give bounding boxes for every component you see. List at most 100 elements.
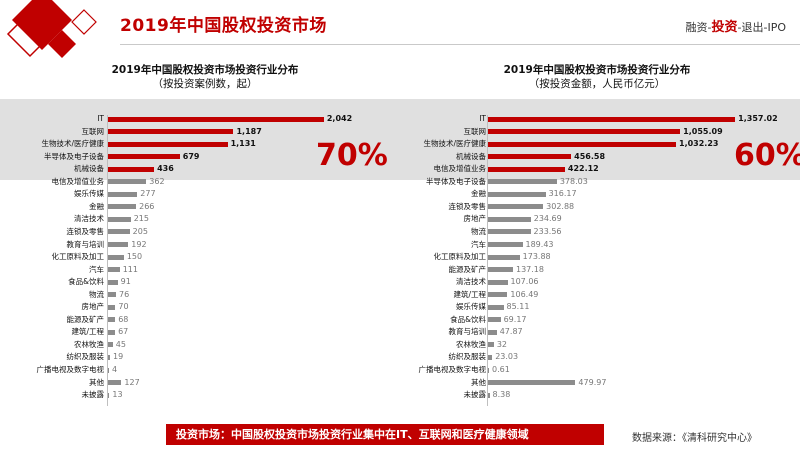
right-category-label: 金融 xyxy=(471,189,486,199)
right-value-label: 234.69 xyxy=(533,214,562,224)
left-category-label: 汽车 xyxy=(89,264,104,274)
nav-before: 融资- xyxy=(685,21,712,34)
left-value-label: 436 xyxy=(157,164,174,174)
left-value-label: 13 xyxy=(112,390,123,400)
right-chart-axis-line xyxy=(487,115,488,406)
right-chart-title: 2019年中国股权投资市场投资行业分布 xyxy=(503,64,691,76)
right-value-label: 1,357.02 xyxy=(738,114,778,123)
right-category-label: 能源及矿产 xyxy=(448,264,487,274)
right-bar xyxy=(488,116,736,122)
right-bar xyxy=(488,329,497,335)
right-category-label: 机械设备 xyxy=(456,151,486,161)
left-bar xyxy=(108,229,130,235)
right-bar xyxy=(488,304,504,310)
left-bar xyxy=(108,354,110,360)
right-bar xyxy=(488,367,489,373)
left-category-label: 清洁技术 xyxy=(74,214,104,224)
left-bar xyxy=(108,392,110,398)
left-value-label: 111 xyxy=(122,264,138,274)
left-bar xyxy=(108,141,228,147)
left-category-label: 连锁及零售 xyxy=(66,226,105,236)
right-bar xyxy=(488,267,513,273)
right-category-label: 房地产 xyxy=(463,214,487,224)
right-bar xyxy=(488,229,531,235)
right-value-label: 422.12 xyxy=(567,164,599,174)
left-value-label: 127 xyxy=(124,377,140,387)
left-bar xyxy=(108,367,109,373)
right-category-label: 连锁及零售 xyxy=(448,201,487,211)
right-bar xyxy=(488,141,676,147)
right-value-label: 0.61 xyxy=(492,365,510,374)
left-value-label: 277 xyxy=(140,189,156,199)
right-value-label: 106.49 xyxy=(510,289,539,299)
left-bar xyxy=(108,179,147,185)
left-category-label: 物流 xyxy=(89,289,104,299)
left-highlight-percentage: 70% xyxy=(316,138,388,173)
left-value-label: 150 xyxy=(126,252,143,262)
right-bar xyxy=(488,292,508,298)
left-bar xyxy=(108,380,122,386)
right-bar xyxy=(488,179,557,185)
left-category-label: 农林牧渔 xyxy=(74,339,104,349)
left-chart-axis-line xyxy=(107,115,108,406)
right-value-label: 316.17 xyxy=(548,189,577,199)
left-bar xyxy=(108,292,117,298)
left-category-label: 半导体及电子设备 xyxy=(44,151,104,161)
right-value-label: 173.88 xyxy=(522,252,551,262)
left-category-label: 电信及增值业务 xyxy=(51,176,105,186)
right-category-label: 电信及增值业务 xyxy=(433,164,487,174)
right-chart-subtitle: （按投资金额，人民币亿元） xyxy=(528,78,666,90)
right-category-label: 建筑/工程 xyxy=(453,289,486,299)
right-bar xyxy=(488,204,544,210)
nav-after: -退出-IPO xyxy=(737,21,786,34)
right-value-label: 32 xyxy=(496,339,508,349)
left-bar xyxy=(108,329,116,335)
right-category-label: 娱乐传媒 xyxy=(456,302,486,312)
right-bar xyxy=(488,154,572,160)
left-value-label: 679 xyxy=(182,151,200,161)
left-value-label: 205 xyxy=(132,226,148,236)
left-value-label: 70 xyxy=(118,302,129,312)
right-category-label: 其他 xyxy=(471,377,486,387)
right-value-label: 302.88 xyxy=(546,201,575,211)
left-chart-title: 2019年中国股权投资市场投资行业分布 xyxy=(111,64,299,76)
nav-active-item: 投资 xyxy=(711,20,738,35)
left-bar xyxy=(108,154,180,160)
left-category-label: 机械设备 xyxy=(74,164,104,174)
right-value-label: 137.18 xyxy=(515,264,544,274)
page-title: 2019年中国股权投资市场 xyxy=(120,16,327,36)
left-category-label: 能源及矿产 xyxy=(66,314,105,324)
left-category-label: 建筑/工程 xyxy=(71,327,104,337)
right-bar xyxy=(488,279,508,285)
left-bar xyxy=(108,254,124,260)
right-category-label: 清洁技术 xyxy=(456,277,486,287)
right-value-label: 1,055.09 xyxy=(683,126,723,136)
right-value-label: 1,032.23 xyxy=(679,139,719,149)
left-bar xyxy=(108,191,138,197)
logo-diamond-icon xyxy=(6,0,97,58)
right-bar xyxy=(488,254,520,260)
left-category-label: 娱乐传媒 xyxy=(74,189,104,199)
right-bar xyxy=(488,392,490,398)
left-bar xyxy=(108,342,113,348)
right-category-label: 汽车 xyxy=(471,239,486,249)
right-category-label: IT xyxy=(479,114,486,123)
left-bar xyxy=(108,267,120,273)
left-value-label: 45 xyxy=(115,339,126,349)
right-category-label: 未披露 xyxy=(463,390,487,400)
highlight-band xyxy=(0,99,800,180)
right-bar xyxy=(488,354,493,360)
left-category-label: 未披露 xyxy=(81,390,105,400)
left-category-label: 化工原料及加工 xyxy=(51,252,105,262)
right-bar xyxy=(488,342,494,348)
left-category-label: 广播电视及数字电视 xyxy=(36,365,105,374)
right-category-label: 半导体及电子设备 xyxy=(426,176,486,186)
conclusion-banner: 投资市场：中国股权投资市场投资行业集中在IT、互联网和医疗健康领域 xyxy=(166,424,604,445)
right-bar xyxy=(488,380,576,386)
left-bar xyxy=(108,129,234,135)
right-value-label: 47.87 xyxy=(499,327,523,337)
right-category-label: 物流 xyxy=(471,226,486,236)
right-category-label: 广播电视及数字电视 xyxy=(418,365,487,374)
left-bar xyxy=(108,204,137,210)
right-category-label: 教育与培训 xyxy=(448,327,487,337)
